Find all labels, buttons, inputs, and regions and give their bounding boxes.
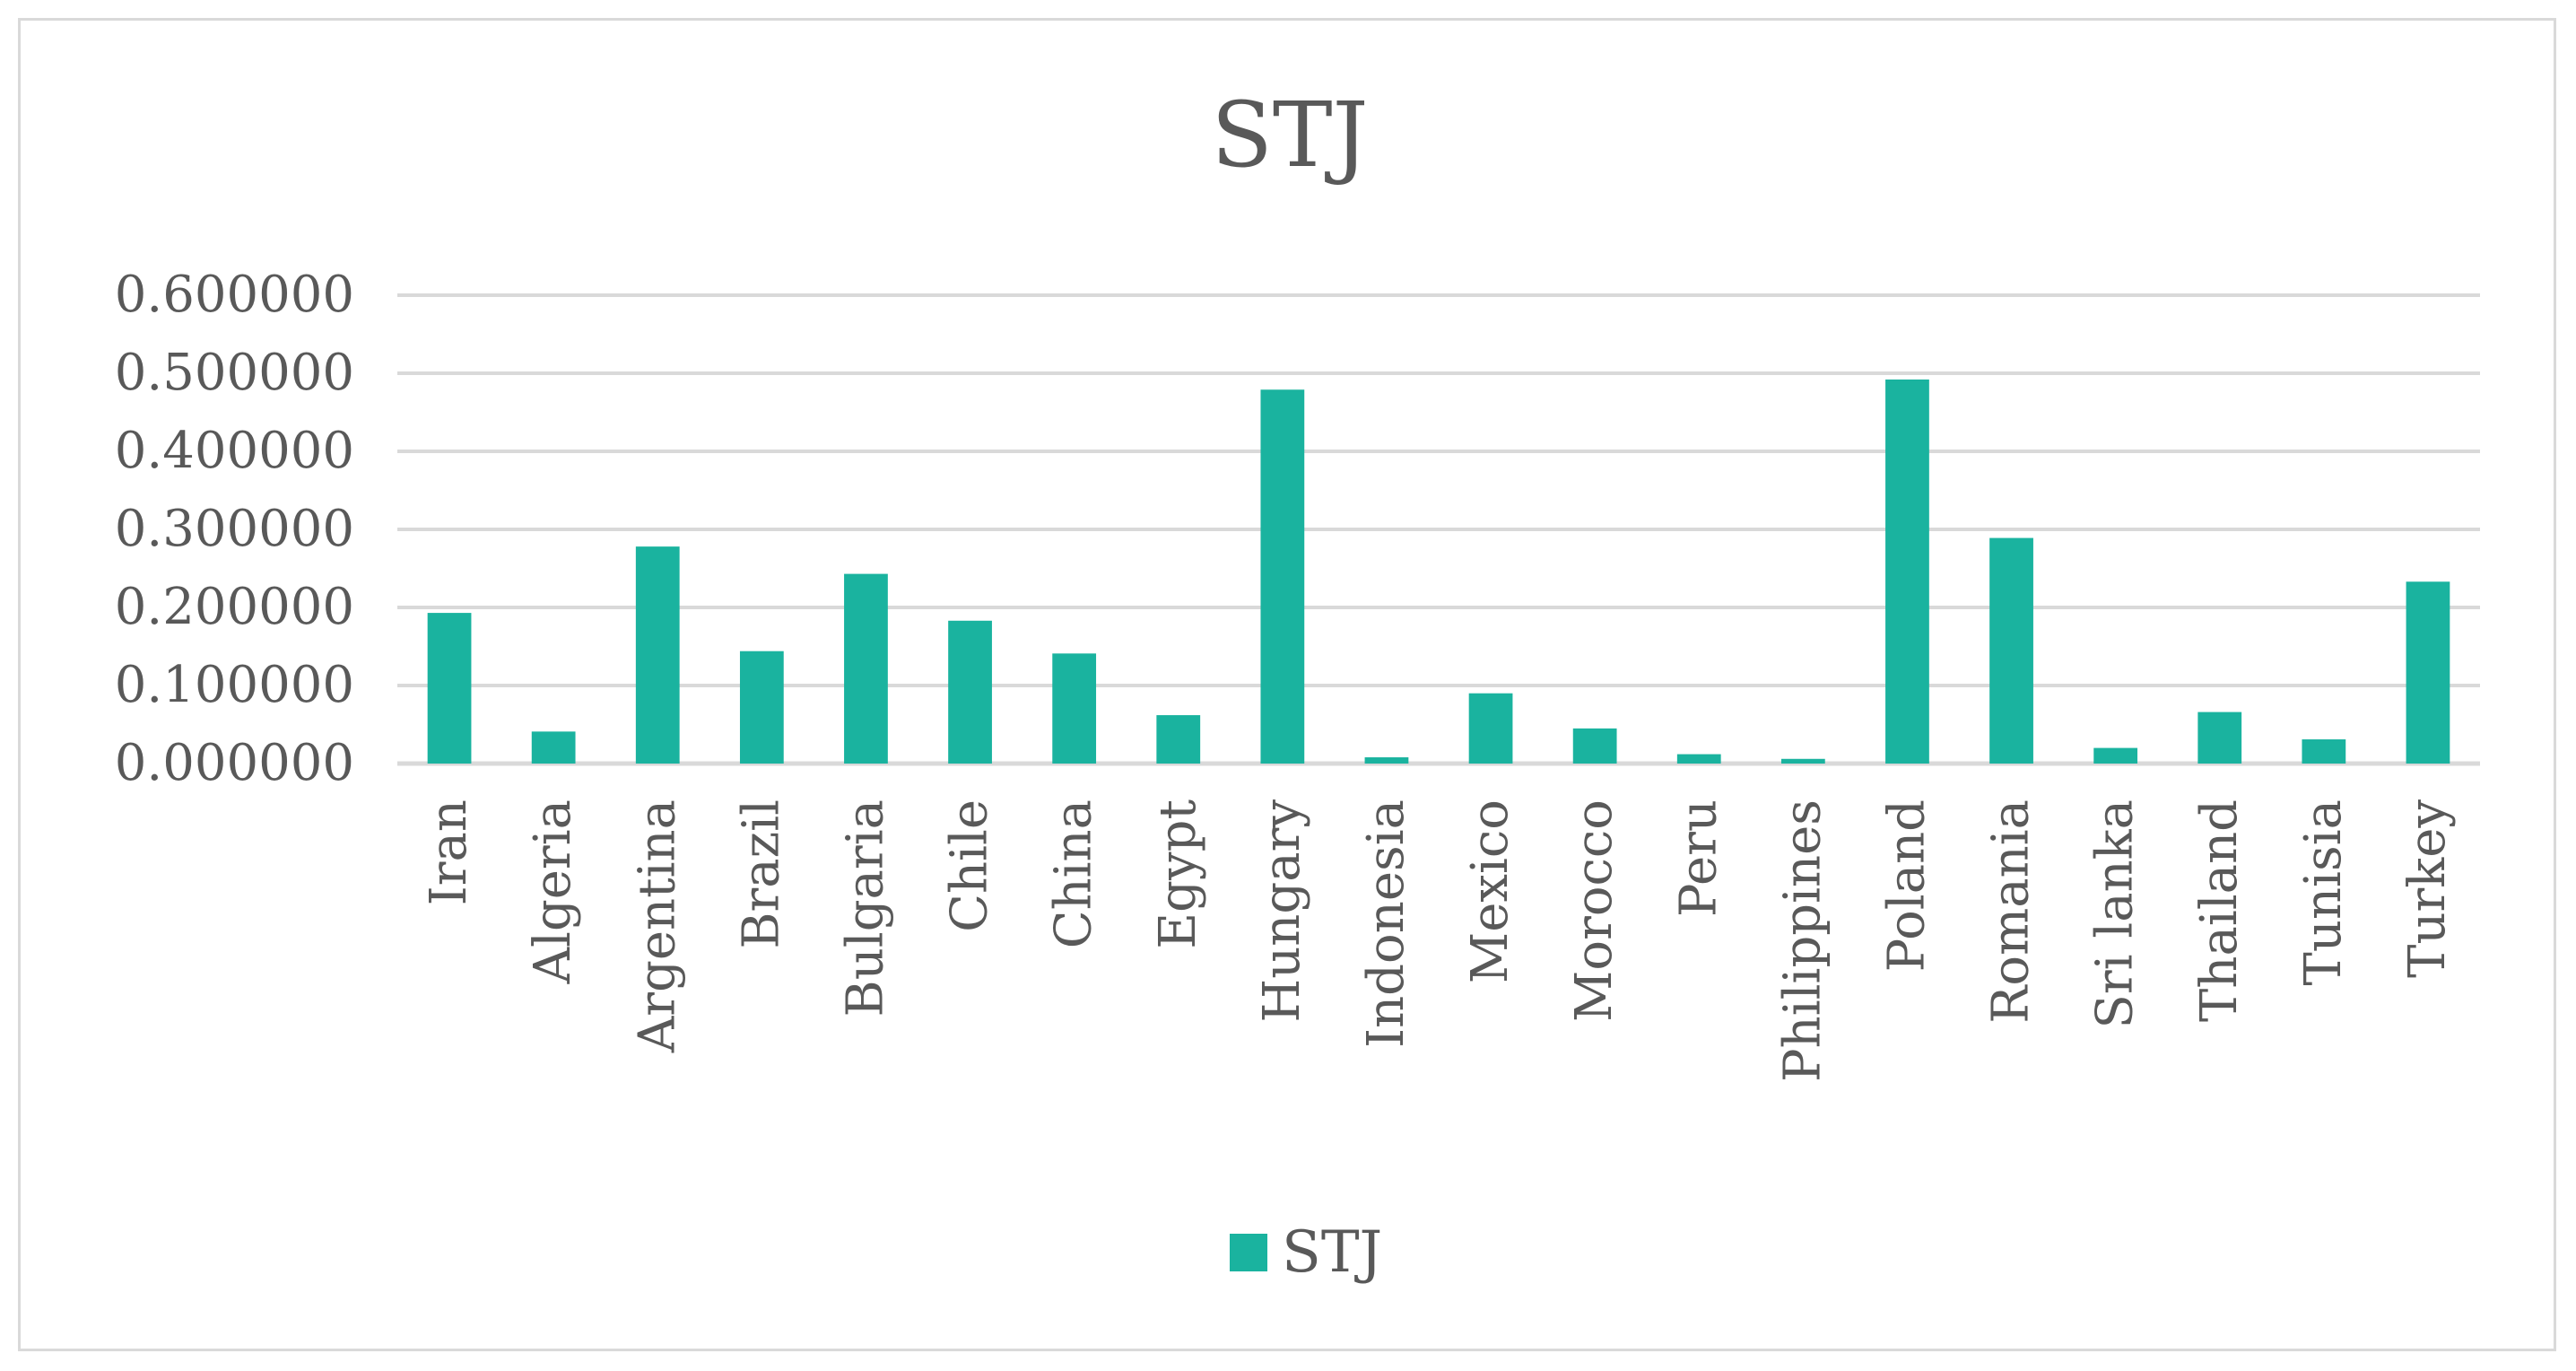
legend-swatch bbox=[1230, 1234, 1267, 1271]
chart-svg: STJ 0.000000 0.100000 0.200000 0.300000 0.40… bbox=[115, 83, 2480, 1286]
bar-tunisia bbox=[2302, 739, 2346, 764]
x-tick-label: Indonesia bbox=[1357, 799, 1415, 1048]
y-tick-label: 0.200000 bbox=[115, 578, 354, 636]
y-axis-tick-labels: 0.000000 0.100000 0.200000 0.300000 0.400000… bbox=[115, 266, 354, 792]
y-tick-label: 0.300000 bbox=[115, 500, 354, 558]
x-tick-label: Philippines bbox=[1773, 799, 1832, 1082]
bar-romania bbox=[1989, 537, 2033, 764]
bar-bulgaria bbox=[844, 573, 888, 764]
bar-hungary bbox=[1260, 389, 1305, 764]
bar-chile bbox=[948, 620, 992, 764]
bar-algeria bbox=[531, 731, 576, 764]
x-tick-label: Brazil bbox=[732, 799, 790, 949]
x-tick-label: Peru bbox=[1669, 799, 1727, 917]
bar-iran bbox=[427, 613, 472, 764]
bar-china bbox=[1052, 653, 1097, 764]
x-tick-label: Chile bbox=[941, 799, 999, 932]
bar-egypt bbox=[1156, 715, 1201, 764]
x-tick-label: Thailand bbox=[2190, 799, 2249, 1022]
x-tick-label: Iran bbox=[420, 799, 478, 905]
x-tick-label: China bbox=[1045, 799, 1103, 948]
legend-label: STJ bbox=[1282, 1219, 1382, 1286]
x-tick-label: Poland bbox=[1877, 799, 1936, 972]
x-tick-label: Bulgaria bbox=[836, 799, 894, 1017]
bar-indonesia bbox=[1364, 757, 1409, 764]
x-tick-label: Hungary bbox=[1253, 799, 1311, 1023]
x-tick-label: Romania bbox=[1982, 799, 2041, 1024]
y-tick-label: 0.600000 bbox=[115, 266, 354, 324]
bar-brazil bbox=[739, 651, 784, 764]
bar-philippines bbox=[1780, 758, 1825, 764]
bars bbox=[427, 379, 2450, 764]
bar-thailand bbox=[2197, 712, 2242, 764]
y-tick-label: 0.100000 bbox=[115, 656, 354, 714]
y-tick-label: 0.400000 bbox=[115, 422, 354, 480]
x-tick-label: Mexico bbox=[1461, 799, 1519, 983]
bar-argentina bbox=[635, 546, 680, 764]
x-tick-label: Turkey bbox=[2398, 799, 2457, 978]
chart-frame: STJ 0.000000 0.100000 0.200000 0.300000 0.40… bbox=[18, 18, 2556, 1351]
x-tick-label: Sri lanka bbox=[2086, 799, 2145, 1029]
x-tick-label: Tunisia bbox=[2294, 799, 2353, 985]
y-tick-label: 0.000000 bbox=[115, 734, 354, 792]
bar-poland bbox=[1885, 379, 1929, 764]
bar-mexico bbox=[1468, 693, 1513, 764]
chart-title: STJ bbox=[1211, 83, 1368, 188]
bar-peru bbox=[1676, 754, 1721, 764]
bar-sri-lanka bbox=[2093, 747, 2138, 764]
x-tick-label: Argentina bbox=[628, 799, 686, 1053]
legend: STJ bbox=[1230, 1219, 1382, 1286]
x-axis-tick-labels: Iran Algeria Argentina Brazil Bulgaria Chile C… bbox=[420, 799, 2457, 1083]
x-tick-label: Algeria bbox=[524, 799, 582, 984]
gridlines bbox=[397, 293, 2480, 766]
y-tick-label: 0.500000 bbox=[115, 344, 354, 402]
bar-turkey bbox=[2406, 581, 2450, 764]
x-tick-label: Egypt bbox=[1149, 799, 1207, 949]
bar-morocco bbox=[1572, 728, 1617, 764]
x-tick-label: Morocco bbox=[1565, 799, 1623, 1022]
